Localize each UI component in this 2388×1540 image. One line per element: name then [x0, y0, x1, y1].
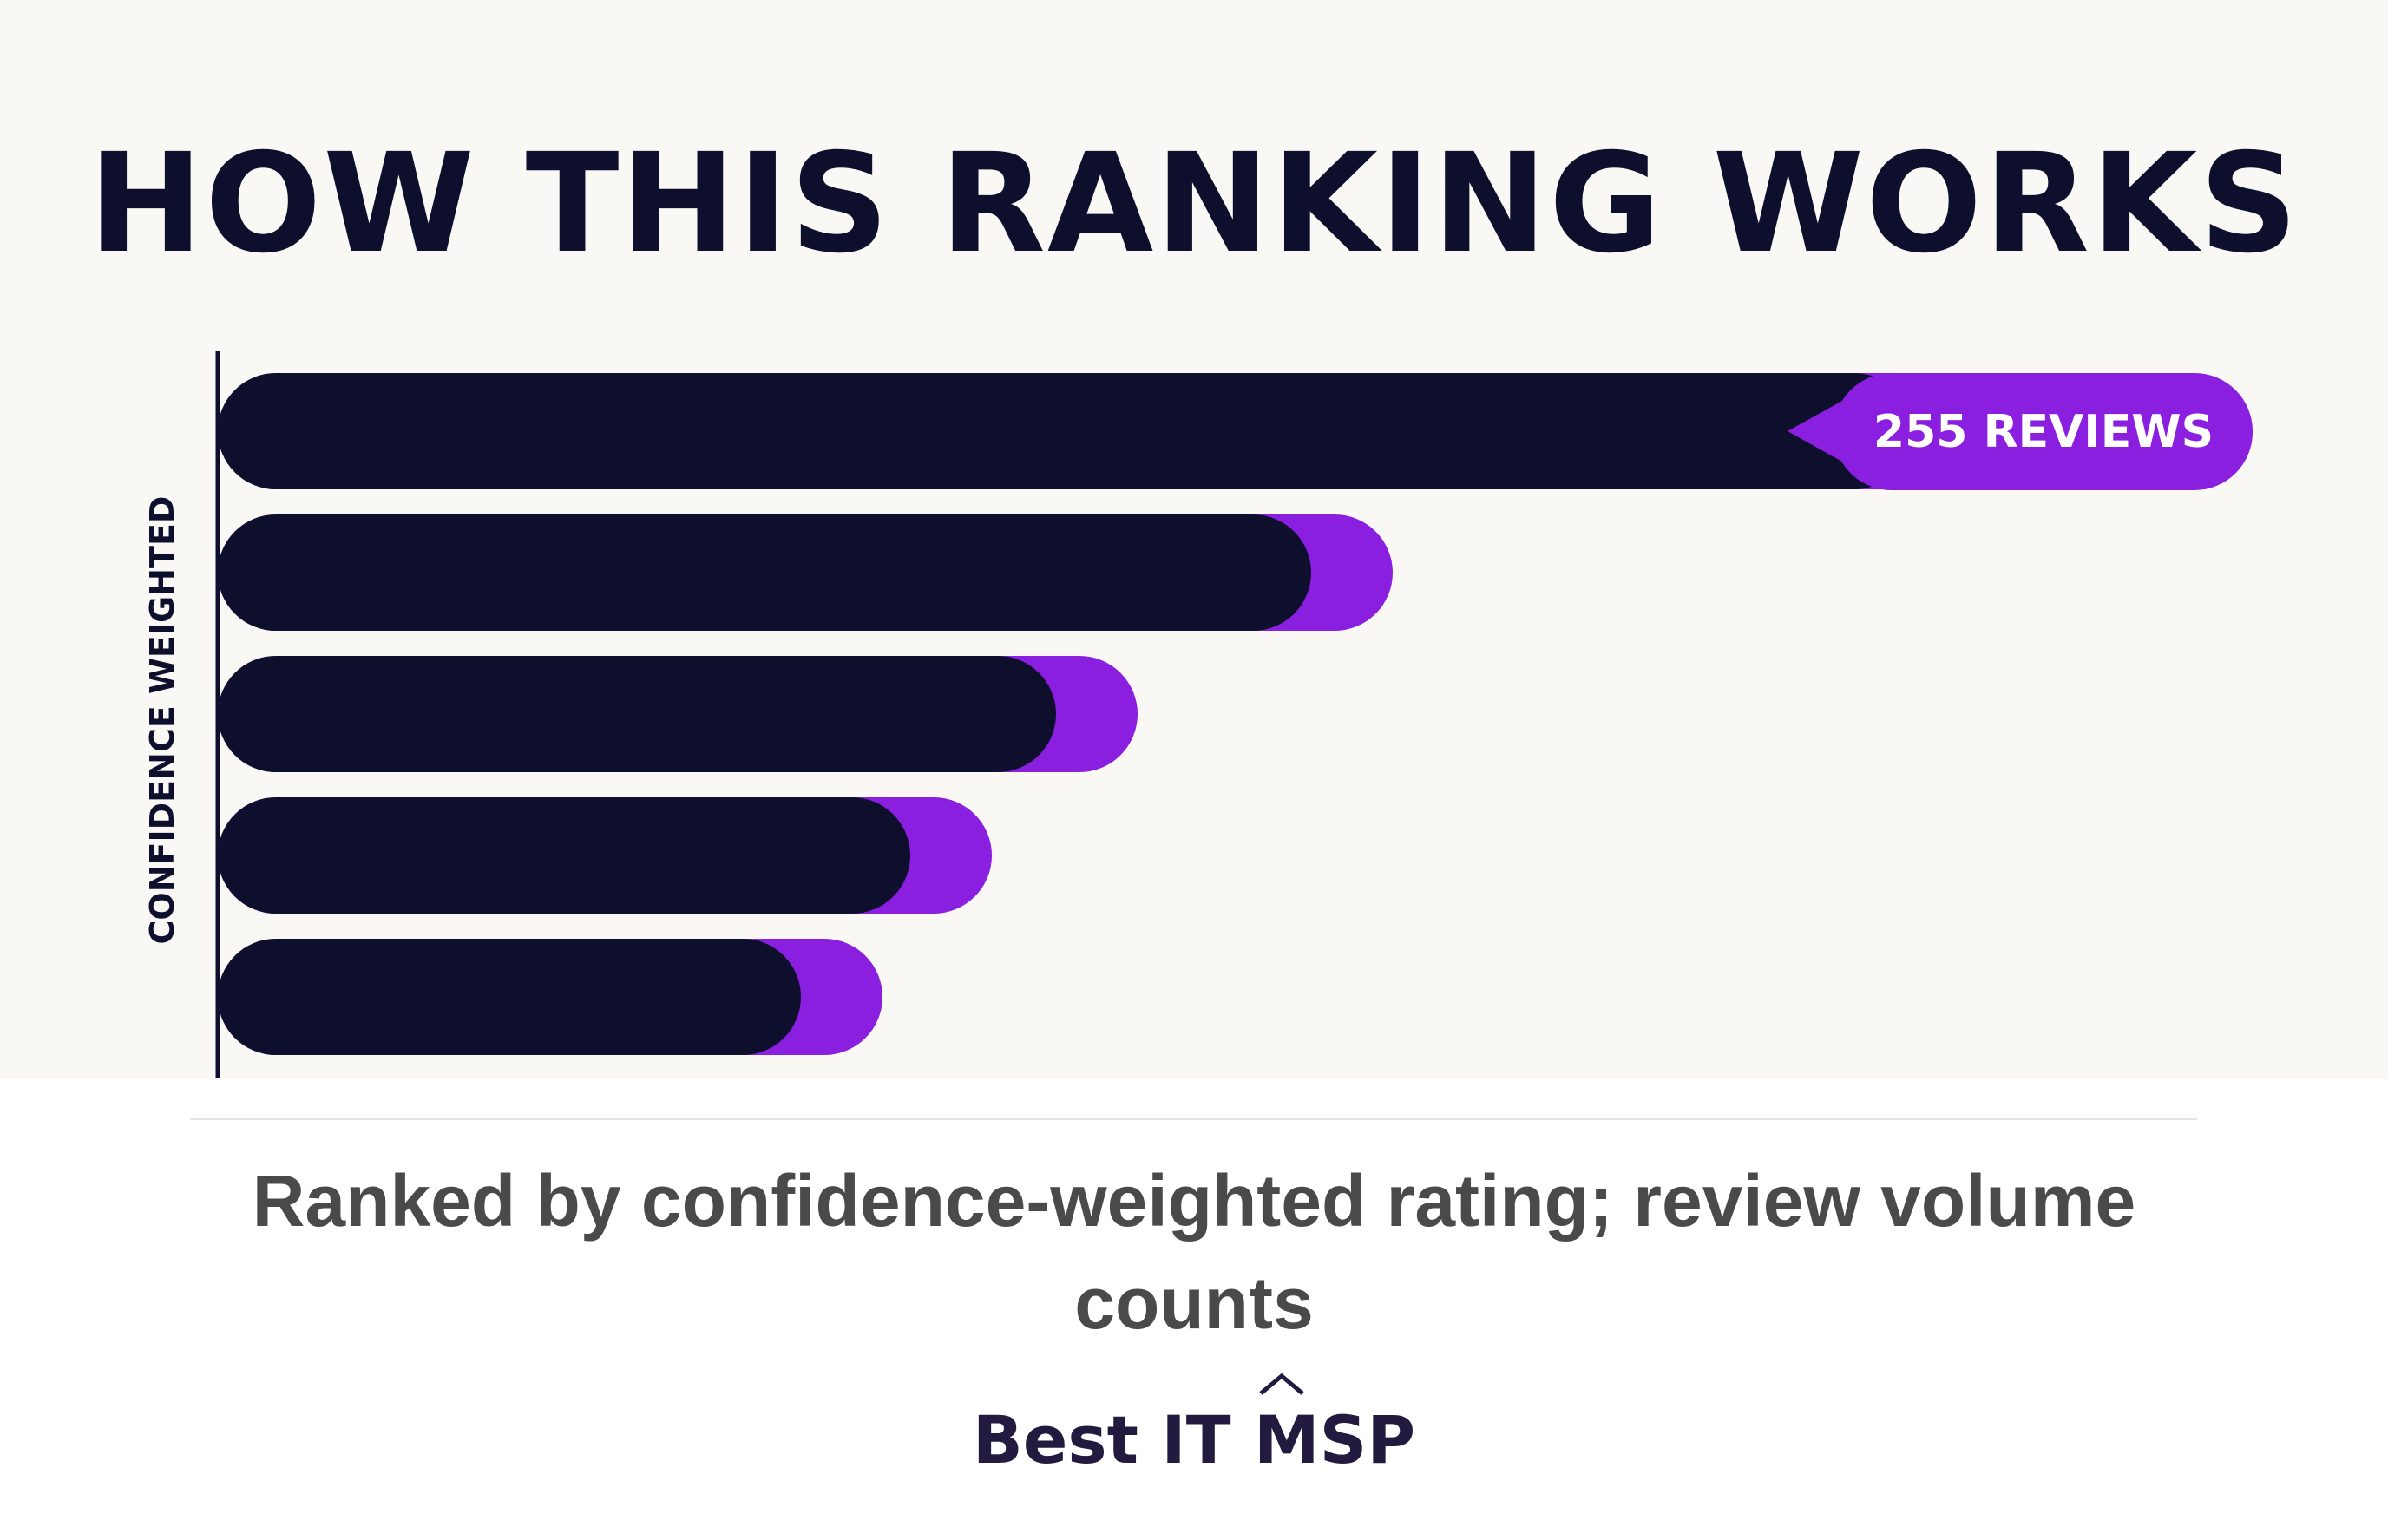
bar-2	[218, 514, 1311, 631]
brand-logo: Best IT MSP	[0, 1373, 2388, 1484]
bar-1	[218, 373, 1912, 489]
bar-5	[218, 939, 801, 1055]
caret-icon	[1259, 1373, 1304, 1395]
bar-3	[218, 656, 1056, 772]
brand-mark-text: MSP	[1254, 1401, 1416, 1478]
callout-bubble	[1834, 373, 2253, 490]
bars-group	[218, 373, 1994, 1055]
callout-pointer	[1788, 401, 1842, 462]
bar-4	[218, 797, 910, 914]
page-title: HOW THIS RANKING WORKS	[88, 124, 2300, 284]
ranking-bar-chart: CONFIDENCE WEIGHTED 255 REVIEWS	[143, 351, 2253, 1078]
reviews-callout: 255 REVIEWS	[1788, 373, 2253, 490]
divider	[190, 1118, 2197, 1120]
caption: Ranked by confidence-weighted rating; re…	[252, 1160, 2136, 1344]
brand-text: Best IT	[972, 1401, 1254, 1478]
brand-mark: MSP	[1254, 1373, 1416, 1484]
y-axis-label: CONFIDENCE WEIGHTED	[143, 496, 181, 945]
callout-label: 255 REVIEWS	[1873, 406, 2214, 458]
